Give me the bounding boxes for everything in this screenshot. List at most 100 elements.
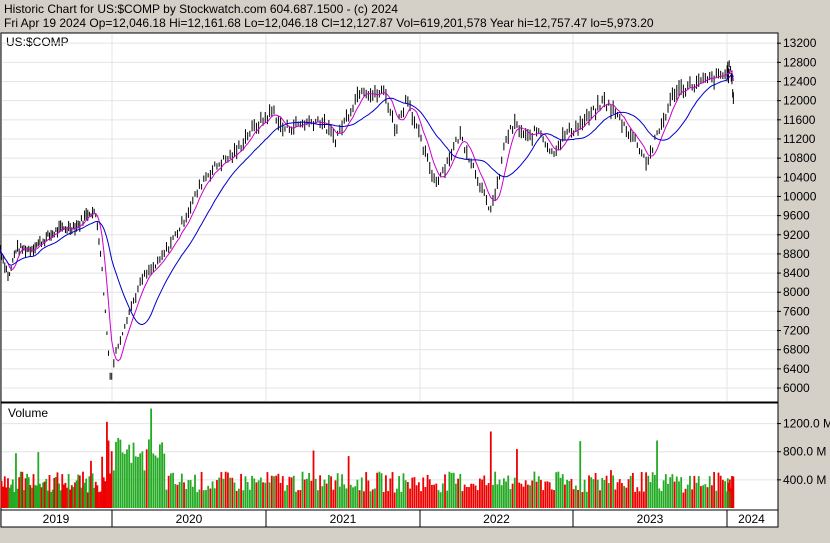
volume-bar [555, 472, 558, 508]
volume-bar [455, 483, 457, 508]
volume-bar [262, 482, 264, 508]
volume-bar [596, 479, 599, 508]
volume-bar [248, 489, 251, 508]
volume-bar [594, 473, 597, 508]
volume-bar [439, 492, 442, 508]
volume-bar [34, 485, 37, 508]
volume-bar [522, 486, 525, 508]
volume-bar [35, 485, 38, 508]
volume-bar [334, 480, 337, 508]
volume-bar [396, 488, 398, 508]
volume-bar [330, 476, 332, 508]
volume-bar [487, 483, 490, 508]
volume-bar [172, 472, 174, 508]
volume-bar [599, 490, 601, 508]
volume-bar [306, 478, 308, 508]
volume-bar [719, 475, 722, 508]
volume-bar [67, 473, 70, 508]
volume-bar [200, 472, 203, 508]
volume-bar [450, 472, 453, 508]
volume-bar [0, 481, 3, 508]
volume-bar [391, 472, 394, 508]
volume-bar [233, 482, 236, 508]
volume-bar [496, 484, 499, 508]
volume-bar [19, 471, 22, 508]
price-tick-label: 7600 [783, 304, 810, 318]
volume-bar [7, 478, 9, 508]
volume-bar [533, 471, 536, 508]
volume-bar [207, 485, 210, 508]
volume-bar [338, 486, 341, 508]
volume-bar [279, 482, 282, 508]
volume-bar [45, 478, 48, 508]
volume-bar [424, 486, 427, 508]
price-axis: 13200 12800 12400 12000 11600 11200 10800 10400… [777, 36, 817, 395]
price-panel [0, 32, 779, 403]
volume-bars [0, 408, 735, 508]
volume-bar [636, 487, 639, 508]
year-label: 2024 [738, 512, 765, 526]
volume-bar [658, 488, 661, 508]
volume-bar [53, 477, 56, 508]
volume-bar [297, 490, 300, 508]
volume-bar [542, 490, 545, 508]
volume-bar [485, 485, 488, 508]
volume-bar [531, 480, 534, 508]
volume-bar [91, 473, 94, 508]
volume-bar [198, 489, 201, 508]
volume-bar [680, 477, 683, 508]
price-tick-label: 6800 [783, 343, 810, 357]
volume-bar [550, 489, 553, 508]
volume-bar [363, 491, 365, 508]
year-label: 2022 [483, 512, 510, 526]
volume-bar [516, 449, 518, 508]
volume-bar [574, 485, 577, 508]
volume-tick-label: 1200.0 M [783, 417, 830, 431]
volume-bar [64, 482, 67, 508]
volume-bar [732, 476, 735, 508]
volume-bar [218, 477, 221, 508]
volume-bar [660, 491, 663, 508]
volume-bar [601, 477, 604, 508]
volume-bar [43, 481, 46, 508]
volume-bar [349, 484, 352, 508]
volume-bar [5, 487, 8, 508]
volume-bar [119, 439, 122, 508]
volume-bar [237, 488, 240, 508]
volume-bar [112, 470, 115, 508]
volume-bar [82, 471, 84, 508]
volume-bar [194, 474, 196, 508]
volume-bar [583, 479, 586, 508]
volume-bar [713, 471, 716, 508]
volume-bar [557, 471, 560, 508]
volume-bar [264, 482, 267, 508]
volume-bar [106, 421, 108, 508]
volume-bar [88, 476, 91, 508]
volume-bar [196, 492, 199, 508]
volume-bar [483, 475, 486, 508]
volume-bar [109, 473, 112, 508]
volume-bar [78, 475, 81, 508]
volume-bar [385, 475, 387, 508]
volume-bar [213, 488, 216, 508]
volume-bar [382, 491, 385, 508]
volume-bar [647, 475, 650, 508]
volume-bar [259, 477, 262, 508]
volume-bar [367, 480, 370, 508]
price-tick-label: 7200 [783, 324, 810, 338]
volume-bar [150, 408, 153, 508]
volume-bar [3, 476, 6, 508]
volume-bar [165, 489, 168, 508]
volume-bar [301, 471, 304, 508]
volume-bar [94, 481, 97, 508]
volume-bar [417, 482, 420, 508]
volume-bar [224, 471, 227, 508]
volume-bar [46, 490, 49, 508]
volume-bar [577, 489, 579, 508]
year-labels: 2019 2020 2021 2022 2023 2024 [43, 510, 765, 527]
volume-bar [629, 475, 632, 508]
volume-bar [352, 487, 354, 508]
volume-bar [37, 452, 40, 508]
volume-bar [553, 490, 555, 508]
volume-bar [189, 480, 192, 508]
